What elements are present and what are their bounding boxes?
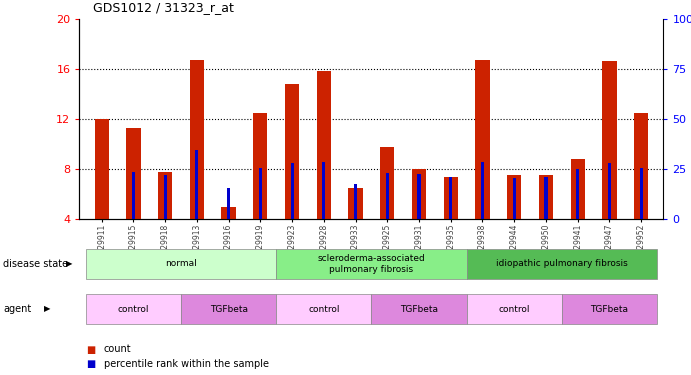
- Bar: [322, 162, 325, 219]
- Bar: [449, 177, 453, 219]
- Bar: [348, 188, 363, 219]
- Bar: [386, 173, 389, 219]
- Bar: [158, 172, 172, 219]
- Text: TGFbeta: TGFbeta: [400, 304, 438, 313]
- Text: ▶: ▶: [66, 260, 72, 268]
- Bar: [507, 176, 521, 219]
- Bar: [475, 60, 490, 219]
- Bar: [258, 168, 262, 219]
- Text: scleroderma-associated
pulmonary fibrosis: scleroderma-associated pulmonary fibrosi…: [318, 254, 425, 274]
- Bar: [253, 113, 267, 219]
- Bar: [316, 71, 331, 219]
- Text: TGFbeta: TGFbeta: [590, 304, 628, 313]
- Bar: [603, 62, 616, 219]
- Bar: [126, 128, 140, 219]
- Text: idiopathic pulmonary fibrosis: idiopathic pulmonary fibrosis: [496, 260, 627, 268]
- Bar: [481, 162, 484, 219]
- Text: percentile rank within the sample: percentile rank within the sample: [104, 359, 269, 369]
- Bar: [132, 172, 135, 219]
- Bar: [513, 178, 515, 219]
- Bar: [380, 147, 395, 219]
- Bar: [640, 168, 643, 219]
- Bar: [227, 188, 230, 219]
- Text: count: count: [104, 345, 131, 354]
- Text: control: control: [117, 304, 149, 313]
- Text: control: control: [308, 304, 339, 313]
- Text: ▶: ▶: [44, 304, 50, 313]
- Bar: [354, 184, 357, 219]
- Bar: [576, 169, 579, 219]
- Text: control: control: [498, 304, 530, 313]
- Bar: [222, 207, 236, 219]
- Text: disease state: disease state: [3, 259, 68, 269]
- Bar: [608, 163, 611, 219]
- Text: ■: ■: [86, 359, 95, 369]
- Bar: [412, 169, 426, 219]
- Bar: [571, 159, 585, 219]
- Bar: [285, 84, 299, 219]
- Text: agent: agent: [3, 304, 32, 314]
- Bar: [164, 176, 167, 219]
- Bar: [444, 177, 458, 219]
- Text: ■: ■: [86, 345, 95, 354]
- Text: TGFbeta: TGFbeta: [209, 304, 247, 313]
- Bar: [95, 119, 108, 219]
- Bar: [190, 60, 204, 219]
- Text: GDS1012 / 31323_r_at: GDS1012 / 31323_r_at: [93, 1, 234, 14]
- Bar: [539, 176, 553, 219]
- Bar: [417, 174, 421, 219]
- Bar: [196, 150, 198, 219]
- Bar: [290, 163, 294, 219]
- Text: normal: normal: [165, 260, 197, 268]
- Bar: [545, 177, 547, 219]
- Bar: [634, 113, 648, 219]
